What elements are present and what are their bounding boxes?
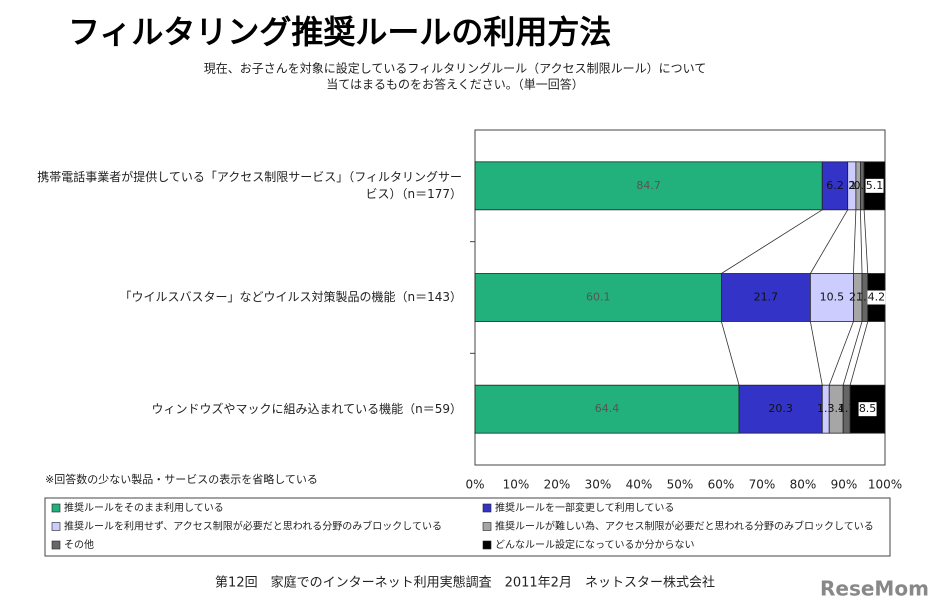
category-label: 携帯電話事業者が提供している「アクセス制限サービス」（フィルタリングサービス）（… (37, 169, 462, 201)
bar-segment (721, 273, 811, 322)
data-label: 5.1 (866, 179, 884, 192)
legend-box (44, 497, 891, 557)
data-label: 60.1 (586, 291, 611, 304)
data-label: 8.5 (859, 402, 877, 415)
category-label: ウィンドウズやマックに組み込まれている機能（n＝59） (151, 401, 462, 416)
legend-swatch (51, 540, 61, 550)
legend-label: その他 (64, 538, 94, 551)
legend-swatch (482, 540, 492, 550)
x-tick-label: 80% (790, 478, 817, 492)
bar-segment (474, 384, 740, 434)
category-label: 「ウイルスバスター」などウイルス対策製品の機能（n＝143） (119, 290, 462, 304)
x-tick-label: 90% (831, 478, 858, 492)
source: 第12回 家庭でのインターネット利用実態調査 2011年2月 ネットスター株式会… (215, 575, 715, 591)
connector (853, 209, 857, 274)
x-tick-label: 30% (585, 478, 612, 492)
connector (810, 209, 849, 274)
data-label: 21.7 (754, 291, 779, 304)
bar-segment (474, 273, 722, 322)
data-label: 6.2 (826, 179, 844, 192)
subtitle: 現在、お子さんを対象に設定しているフィルタリングルール（アクセス制限ルール）につ… (204, 61, 706, 76)
bar-segment (474, 161, 823, 211)
data-label: 10.5 (820, 291, 845, 304)
legend-swatch (482, 503, 492, 513)
connector (863, 209, 869, 274)
label-bg (867, 290, 886, 305)
data-label: 2 (848, 179, 855, 192)
legend-label: 推奨ルールを一部変更して利用している (495, 501, 674, 514)
bar-segment (738, 384, 823, 434)
data-label: 4.2 (868, 291, 886, 304)
connector (721, 209, 823, 274)
x-tick-label: 100% (868, 478, 902, 492)
legend-swatch (51, 503, 61, 513)
connector (849, 321, 869, 386)
legend-label: どんなルール設定になっているか分からない (495, 538, 695, 551)
legend-label: 推奨ルールが難しい為、アクセス制限が必要だと思われる分野のみブロックしている (495, 520, 874, 533)
connector (721, 321, 740, 386)
label-bg (865, 178, 884, 193)
legend-label: 推奨ルールを利用せず、アクセス制限が必要だと思われる分野のみブロックしている (64, 520, 442, 533)
connector (860, 209, 863, 274)
x-tick-label: 70% (749, 478, 776, 492)
x-tick-label: 10% (503, 478, 530, 492)
data-label: 3.4 (827, 402, 845, 415)
chart-title: フィルタリング推奨ルールの利用方法 (68, 13, 611, 51)
connector (809, 321, 823, 386)
x-tick-label: 0% (465, 478, 484, 492)
data-label: 64.4 (595, 402, 620, 415)
data-label: 20.3 (768, 402, 793, 415)
x-tick-label: 60% (708, 478, 735, 492)
subtitle: 当てはまるものをお答えください。（単一回答） (326, 77, 583, 92)
label-bg (858, 402, 877, 417)
legend-label: 推奨ルールをそのまま利用している (64, 501, 224, 514)
connector (842, 321, 863, 386)
legend-swatch (51, 522, 61, 531)
x-tick-label: 50% (667, 478, 694, 492)
data-label: 84.7 (636, 179, 661, 192)
legend-swatch (482, 522, 492, 531)
logo: ReseMom (820, 577, 929, 601)
x-tick-label: 20% (544, 478, 571, 492)
x-tick-label: 40% (626, 478, 653, 492)
connector (828, 321, 854, 386)
note: ※回答数の少ない製品・サービスの表示を省略している (45, 472, 318, 486)
